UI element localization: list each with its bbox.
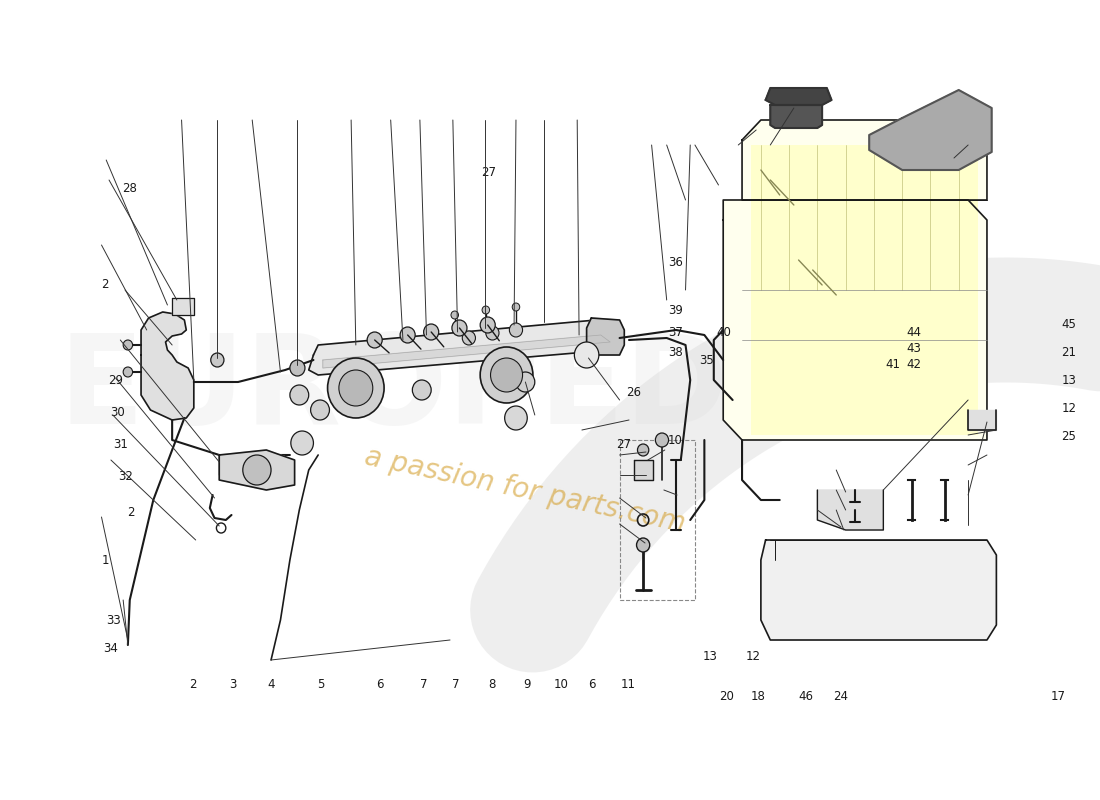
Circle shape — [574, 342, 598, 368]
Circle shape — [462, 331, 475, 345]
Text: 12: 12 — [1062, 402, 1077, 414]
Text: 38: 38 — [668, 346, 682, 358]
Text: 24: 24 — [834, 690, 848, 702]
Bar — [619, 440, 695, 600]
Text: 32: 32 — [119, 470, 133, 482]
Text: 17: 17 — [1052, 690, 1066, 702]
Polygon shape — [172, 298, 194, 315]
Text: a passion for parts.com: a passion for parts.com — [362, 442, 689, 538]
Text: 37: 37 — [668, 326, 683, 338]
Text: 2: 2 — [579, 354, 585, 366]
Text: 10: 10 — [668, 434, 683, 446]
Circle shape — [290, 385, 309, 405]
Circle shape — [290, 360, 305, 376]
Text: 46: 46 — [799, 690, 813, 702]
Text: 9: 9 — [524, 678, 530, 690]
Text: 26: 26 — [626, 386, 641, 398]
Text: 42: 42 — [906, 358, 921, 370]
Text: 33: 33 — [107, 614, 121, 626]
Text: 13: 13 — [703, 650, 718, 662]
Circle shape — [637, 538, 650, 552]
Text: 13: 13 — [1062, 374, 1077, 386]
Text: 36: 36 — [668, 256, 683, 269]
Text: 3: 3 — [229, 678, 236, 690]
Circle shape — [491, 358, 522, 392]
Circle shape — [211, 353, 224, 367]
Text: 11: 11 — [621, 678, 636, 690]
Text: 1: 1 — [101, 554, 109, 566]
Text: 18: 18 — [750, 690, 766, 702]
Circle shape — [486, 326, 499, 340]
Polygon shape — [742, 120, 987, 200]
Circle shape — [123, 340, 133, 350]
Text: 40: 40 — [716, 326, 732, 338]
Text: 6: 6 — [588, 678, 596, 690]
Text: 2: 2 — [101, 278, 109, 290]
Circle shape — [656, 433, 669, 447]
Text: 44: 44 — [906, 326, 921, 338]
Text: 41: 41 — [886, 358, 900, 370]
Text: 7: 7 — [452, 678, 459, 690]
Circle shape — [516, 372, 535, 392]
Polygon shape — [323, 335, 610, 368]
Text: 6: 6 — [376, 678, 384, 690]
Text: 12: 12 — [746, 650, 760, 662]
Polygon shape — [817, 490, 883, 530]
Circle shape — [400, 327, 415, 343]
Text: 43: 43 — [906, 342, 921, 354]
Text: 7: 7 — [419, 678, 427, 690]
Circle shape — [339, 370, 373, 406]
Text: 27: 27 — [616, 438, 631, 450]
Polygon shape — [141, 312, 194, 420]
Circle shape — [412, 380, 431, 400]
Circle shape — [290, 431, 314, 455]
Polygon shape — [761, 540, 997, 640]
Text: 45: 45 — [1062, 318, 1077, 330]
Polygon shape — [634, 460, 652, 480]
Bar — [751, 145, 978, 435]
Circle shape — [513, 303, 519, 311]
Text: 4: 4 — [267, 678, 275, 690]
Polygon shape — [968, 410, 997, 430]
Text: 28: 28 — [122, 182, 136, 194]
Text: 5: 5 — [317, 678, 324, 690]
Circle shape — [509, 323, 522, 337]
Text: 31: 31 — [113, 438, 129, 450]
Text: 2: 2 — [128, 506, 135, 518]
Text: 34: 34 — [103, 642, 118, 654]
Circle shape — [451, 311, 459, 319]
Circle shape — [481, 317, 495, 333]
Polygon shape — [309, 320, 619, 375]
Circle shape — [243, 455, 271, 485]
Circle shape — [123, 367, 133, 377]
Text: 39: 39 — [668, 304, 683, 317]
Circle shape — [452, 320, 468, 336]
Circle shape — [481, 347, 532, 403]
Circle shape — [482, 306, 490, 314]
Polygon shape — [869, 90, 992, 170]
Text: 25: 25 — [1062, 430, 1077, 442]
Polygon shape — [586, 318, 625, 355]
Circle shape — [328, 358, 384, 418]
Text: 21: 21 — [1062, 346, 1077, 358]
Polygon shape — [723, 200, 987, 440]
Text: 29: 29 — [108, 374, 123, 386]
Text: 2: 2 — [189, 678, 197, 690]
Text: 20: 20 — [719, 690, 735, 702]
Polygon shape — [766, 88, 832, 105]
Circle shape — [367, 332, 382, 348]
Text: 8: 8 — [488, 678, 495, 690]
Text: EUROPED: EUROPED — [58, 330, 728, 450]
Circle shape — [638, 444, 649, 456]
Text: 30: 30 — [110, 406, 125, 418]
Circle shape — [310, 400, 330, 420]
Text: 27: 27 — [481, 166, 496, 178]
Circle shape — [505, 406, 527, 430]
Polygon shape — [770, 105, 822, 128]
Text: 35: 35 — [698, 354, 714, 366]
Text: 10: 10 — [553, 678, 569, 690]
Polygon shape — [219, 450, 295, 490]
Circle shape — [424, 324, 439, 340]
